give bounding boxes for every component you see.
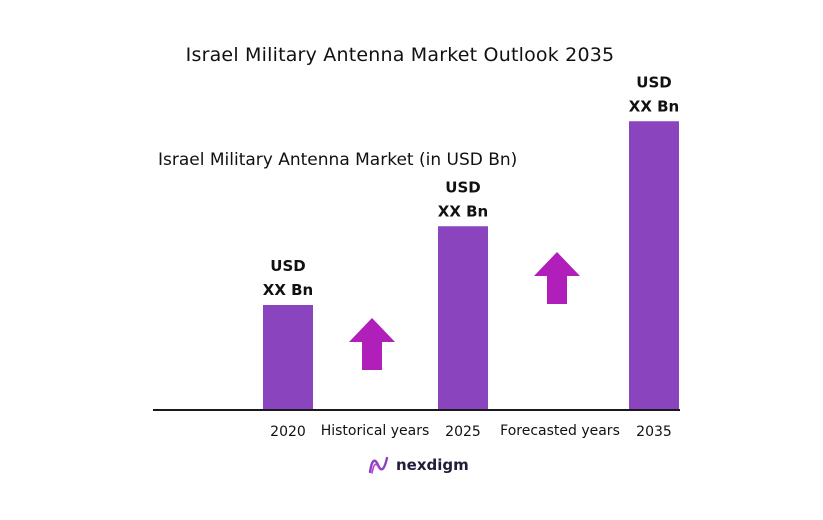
x-tick-label-2035: 2035 (636, 424, 672, 440)
brand-name: nexdigm (396, 456, 469, 474)
data-label-2020-0: USD (270, 257, 305, 275)
data-label-2035-1: XX Bn (629, 97, 679, 115)
x-tick-label-2020: 2020 (270, 424, 306, 440)
nexdigm-logo-icon (368, 456, 389, 474)
chart-title: Israel Military Antenna Market Outlook 2… (185, 44, 615, 66)
period-label-1: Historical years (321, 423, 430, 439)
data-label-2025-1: XX Bn (438, 202, 488, 220)
growth-arrow-icon-1 (349, 318, 395, 370)
brand-logo: nexdigm (368, 454, 469, 476)
bar-2020 (263, 305, 313, 410)
chart-subtitle: Israel Military Antenna Market (in USD B… (158, 150, 518, 170)
data-label-2020-1: XX Bn (263, 281, 313, 299)
x-tick-label-2025: 2025 (445, 424, 481, 440)
growth-arrow-icon-2 (534, 252, 580, 304)
data-label-2025-0: USD (445, 178, 480, 196)
bar-2035 (629, 121, 679, 410)
period-label-2: Forecasted years (500, 423, 620, 439)
bar-2025 (438, 226, 488, 410)
data-label-2035-0: USD (636, 73, 671, 91)
